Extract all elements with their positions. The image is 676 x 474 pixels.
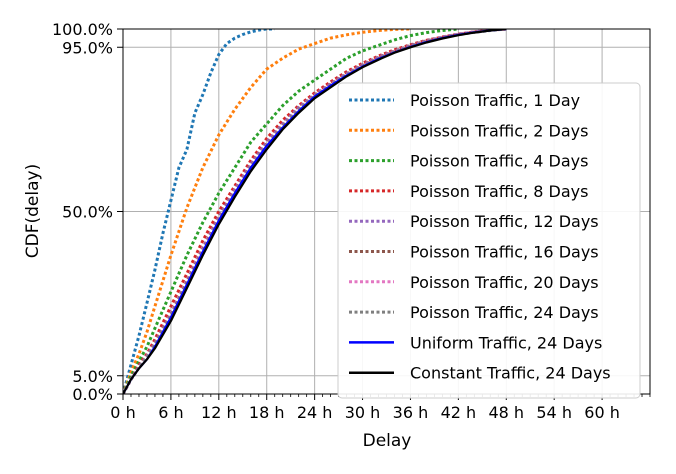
x-tick-label: 30 h: [345, 403, 381, 422]
x-tick-label: 0 h: [110, 403, 135, 422]
y-tick-label: 50.0%: [62, 203, 113, 222]
legend-box: [337, 82, 641, 399]
x-tick-label: 54 h: [536, 403, 572, 422]
x-tick-label: 18 h: [249, 403, 285, 422]
legend: Poisson Traffic, 1 Day Poisson Traffic, 2…: [337, 82, 641, 399]
x-tick-label: 36 h: [393, 403, 429, 422]
legend-label: Poisson Traffic, 2 Days: [410, 121, 588, 140]
legend-label: Uniform Traffic, 24 Days: [410, 333, 602, 352]
y-axis-label: CDF(delay): [23, 164, 43, 258]
legend-label: Poisson Traffic, 8 Days: [410, 182, 588, 201]
series-line: [123, 29, 507, 394]
y-tick-label: 100.0%: [52, 20, 113, 39]
series-line: [123, 29, 459, 394]
legend-label: Poisson Traffic, 12 Days: [410, 212, 599, 231]
x-tick-label: 60 h: [584, 403, 620, 422]
legend-label: Poisson Traffic, 20 Days: [410, 273, 599, 292]
x-tick-labels: 0 h 6 h 12 h 18 h 24 h 30 h 36 h 42 h 48 h 54 h 60…: [110, 403, 620, 422]
x-axis-label: Delay: [363, 431, 412, 451]
y-tick-label: 5.0%: [72, 367, 113, 386]
x-tick-label: 12 h: [201, 403, 237, 422]
legend-label: Poisson Traffic, 24 Days: [410, 303, 599, 322]
y-tick-label: 95.0%: [62, 38, 113, 57]
series-lines: [123, 29, 507, 394]
legend-label: Poisson Traffic, 1 Day: [410, 91, 580, 110]
legend-label: Poisson Traffic, 4 Days: [410, 152, 588, 171]
legend-label: Constant Traffic, 24 Days: [410, 364, 611, 383]
x-tick-label: 6 h: [158, 403, 183, 422]
x-tick-label: 24 h: [297, 403, 333, 422]
x-tick-label: 42 h: [441, 403, 477, 422]
series-line: [123, 29, 411, 394]
series-line: [123, 29, 275, 394]
y-tick-labels: 0.0%5.0% 50.0% 95.0%100.0%: [52, 20, 113, 404]
series-line: [123, 29, 507, 394]
x-tick-label: 48 h: [488, 403, 524, 422]
y-tick-label: 0.0%: [72, 385, 113, 404]
legend-label: Poisson Traffic, 16 Days: [410, 243, 599, 262]
